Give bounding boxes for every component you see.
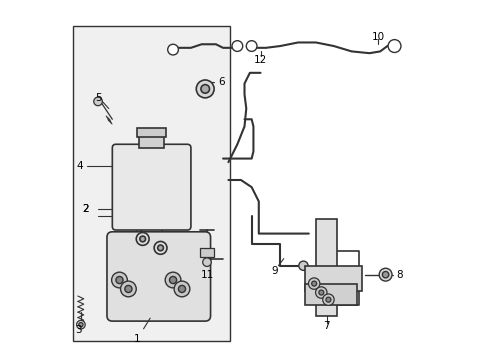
Circle shape: [77, 320, 85, 329]
Text: 7: 7: [323, 321, 329, 332]
Circle shape: [174, 281, 189, 297]
Circle shape: [308, 278, 319, 289]
Circle shape: [231, 41, 242, 51]
Circle shape: [167, 44, 178, 55]
Circle shape: [140, 236, 145, 242]
Circle shape: [136, 233, 149, 246]
Bar: [200, 248, 214, 257]
Circle shape: [201, 85, 209, 93]
Circle shape: [124, 285, 132, 293]
Bar: [305, 266, 362, 291]
Circle shape: [169, 276, 176, 284]
Circle shape: [121, 281, 136, 297]
Text: 12: 12: [253, 55, 266, 65]
Bar: [73, 26, 230, 341]
Circle shape: [298, 261, 307, 270]
FancyBboxPatch shape: [112, 144, 190, 230]
Circle shape: [315, 287, 326, 298]
Text: 9: 9: [271, 266, 278, 276]
Bar: [305, 284, 356, 305]
Text: 10: 10: [371, 32, 384, 42]
Circle shape: [203, 258, 211, 266]
Circle shape: [178, 285, 185, 293]
Text: 4: 4: [76, 161, 82, 171]
Text: 3: 3: [75, 325, 81, 335]
Circle shape: [94, 97, 102, 106]
Circle shape: [246, 41, 257, 51]
Circle shape: [165, 272, 181, 288]
Bar: [137, 128, 165, 137]
Circle shape: [322, 294, 333, 305]
Text: 5: 5: [95, 93, 101, 103]
Circle shape: [382, 271, 388, 278]
Circle shape: [116, 276, 123, 284]
Text: 6: 6: [218, 77, 224, 87]
Bar: [315, 219, 337, 316]
Circle shape: [157, 245, 163, 251]
Text: 8: 8: [396, 270, 403, 280]
Text: 2: 2: [82, 203, 89, 213]
Circle shape: [387, 40, 400, 53]
Circle shape: [325, 297, 330, 302]
Circle shape: [111, 272, 127, 288]
FancyBboxPatch shape: [107, 232, 210, 321]
Circle shape: [311, 281, 316, 286]
Circle shape: [318, 290, 323, 295]
Text: 1: 1: [134, 318, 150, 344]
Circle shape: [378, 268, 391, 281]
Circle shape: [196, 80, 214, 98]
Bar: [139, 134, 164, 148]
Text: 11: 11: [200, 270, 213, 280]
Circle shape: [154, 242, 166, 254]
Circle shape: [79, 323, 83, 327]
Text: 2: 2: [82, 203, 89, 213]
